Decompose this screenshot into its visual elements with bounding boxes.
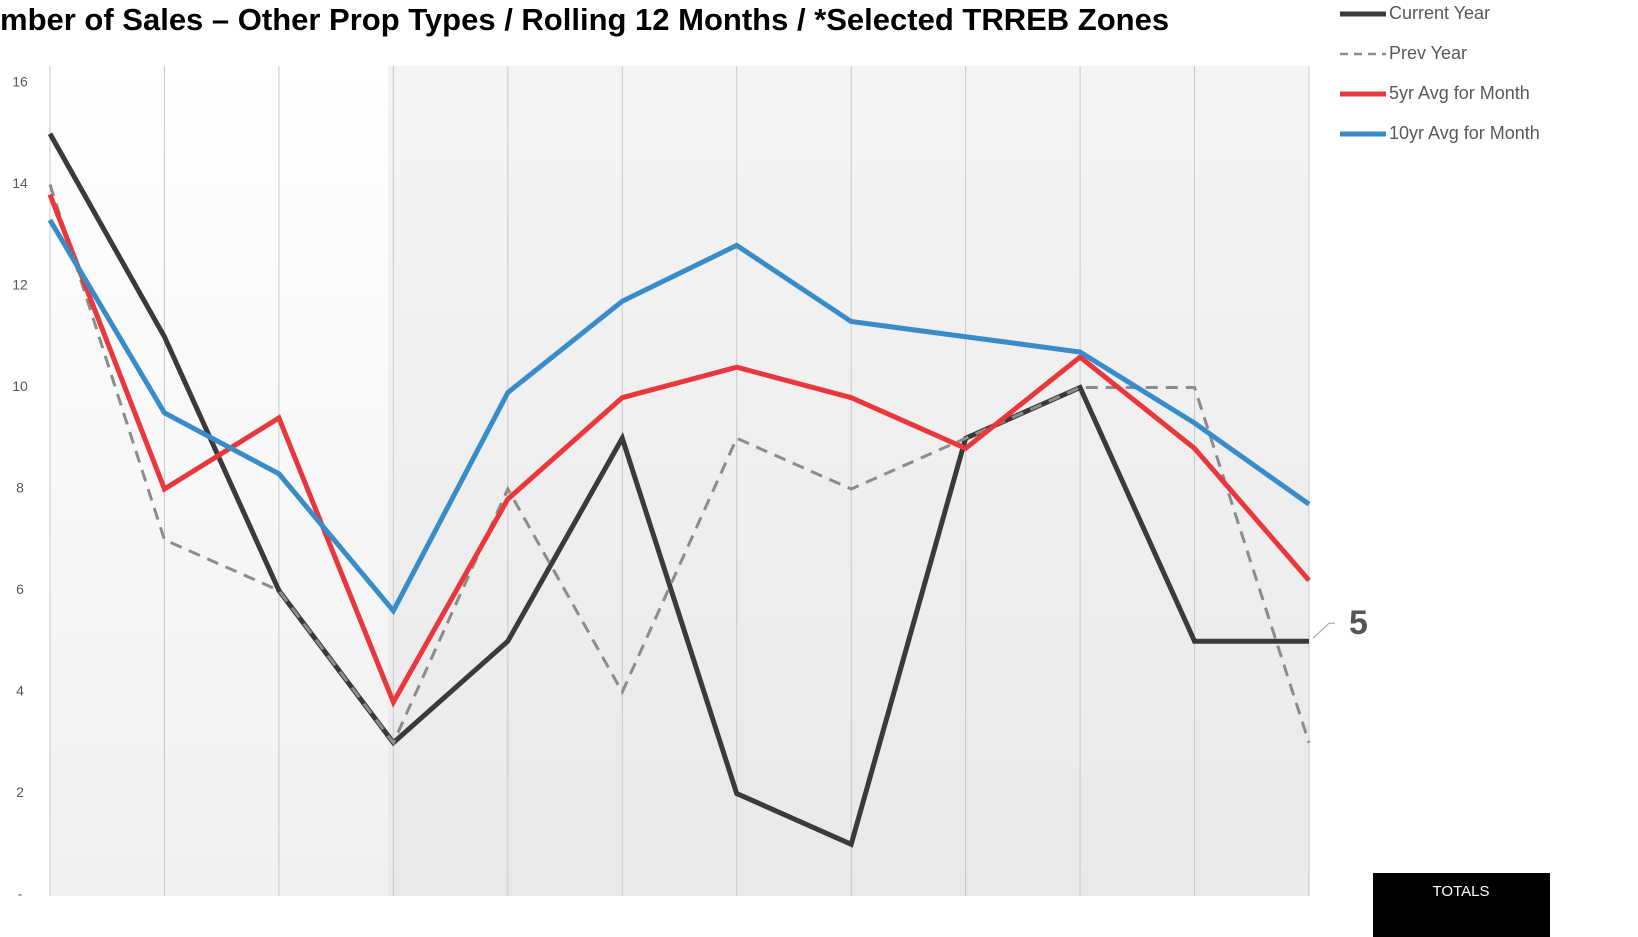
y-tick-label: - <box>18 886 23 902</box>
legend-label: Prev Year <box>1389 43 1467 63</box>
y-tick-label: 8 <box>16 480 24 496</box>
y-tick-label: 14 <box>12 175 28 191</box>
legend-label: 10yr Avg for Month <box>1389 123 1540 143</box>
series-line <box>47 193 1311 708</box>
data-label: 5 <box>1349 604 1368 642</box>
legend-label: 5yr Avg for Month <box>1389 83 1530 103</box>
plot-background <box>50 66 388 896</box>
plot-background-shaded <box>388 66 1309 896</box>
legend-label: Current Year <box>1389 3 1490 23</box>
y-tick-label: 10 <box>12 378 28 394</box>
totals-label: TOTALS <box>1433 883 1490 900</box>
y-tick-label: 16 <box>12 74 28 90</box>
y-tick-label: 12 <box>12 277 28 293</box>
y-tick-label: 6 <box>16 581 24 597</box>
chart-title: mber of Sales – Other Prop Types / Rolli… <box>0 2 1169 37</box>
label-leader <box>1312 622 1335 639</box>
y-tick-label: 4 <box>16 683 24 699</box>
series-line <box>47 132 1309 848</box>
series-line <box>47 218 1311 616</box>
totals-box <box>1373 873 1550 937</box>
y-tick-label: 2 <box>16 784 24 800</box>
